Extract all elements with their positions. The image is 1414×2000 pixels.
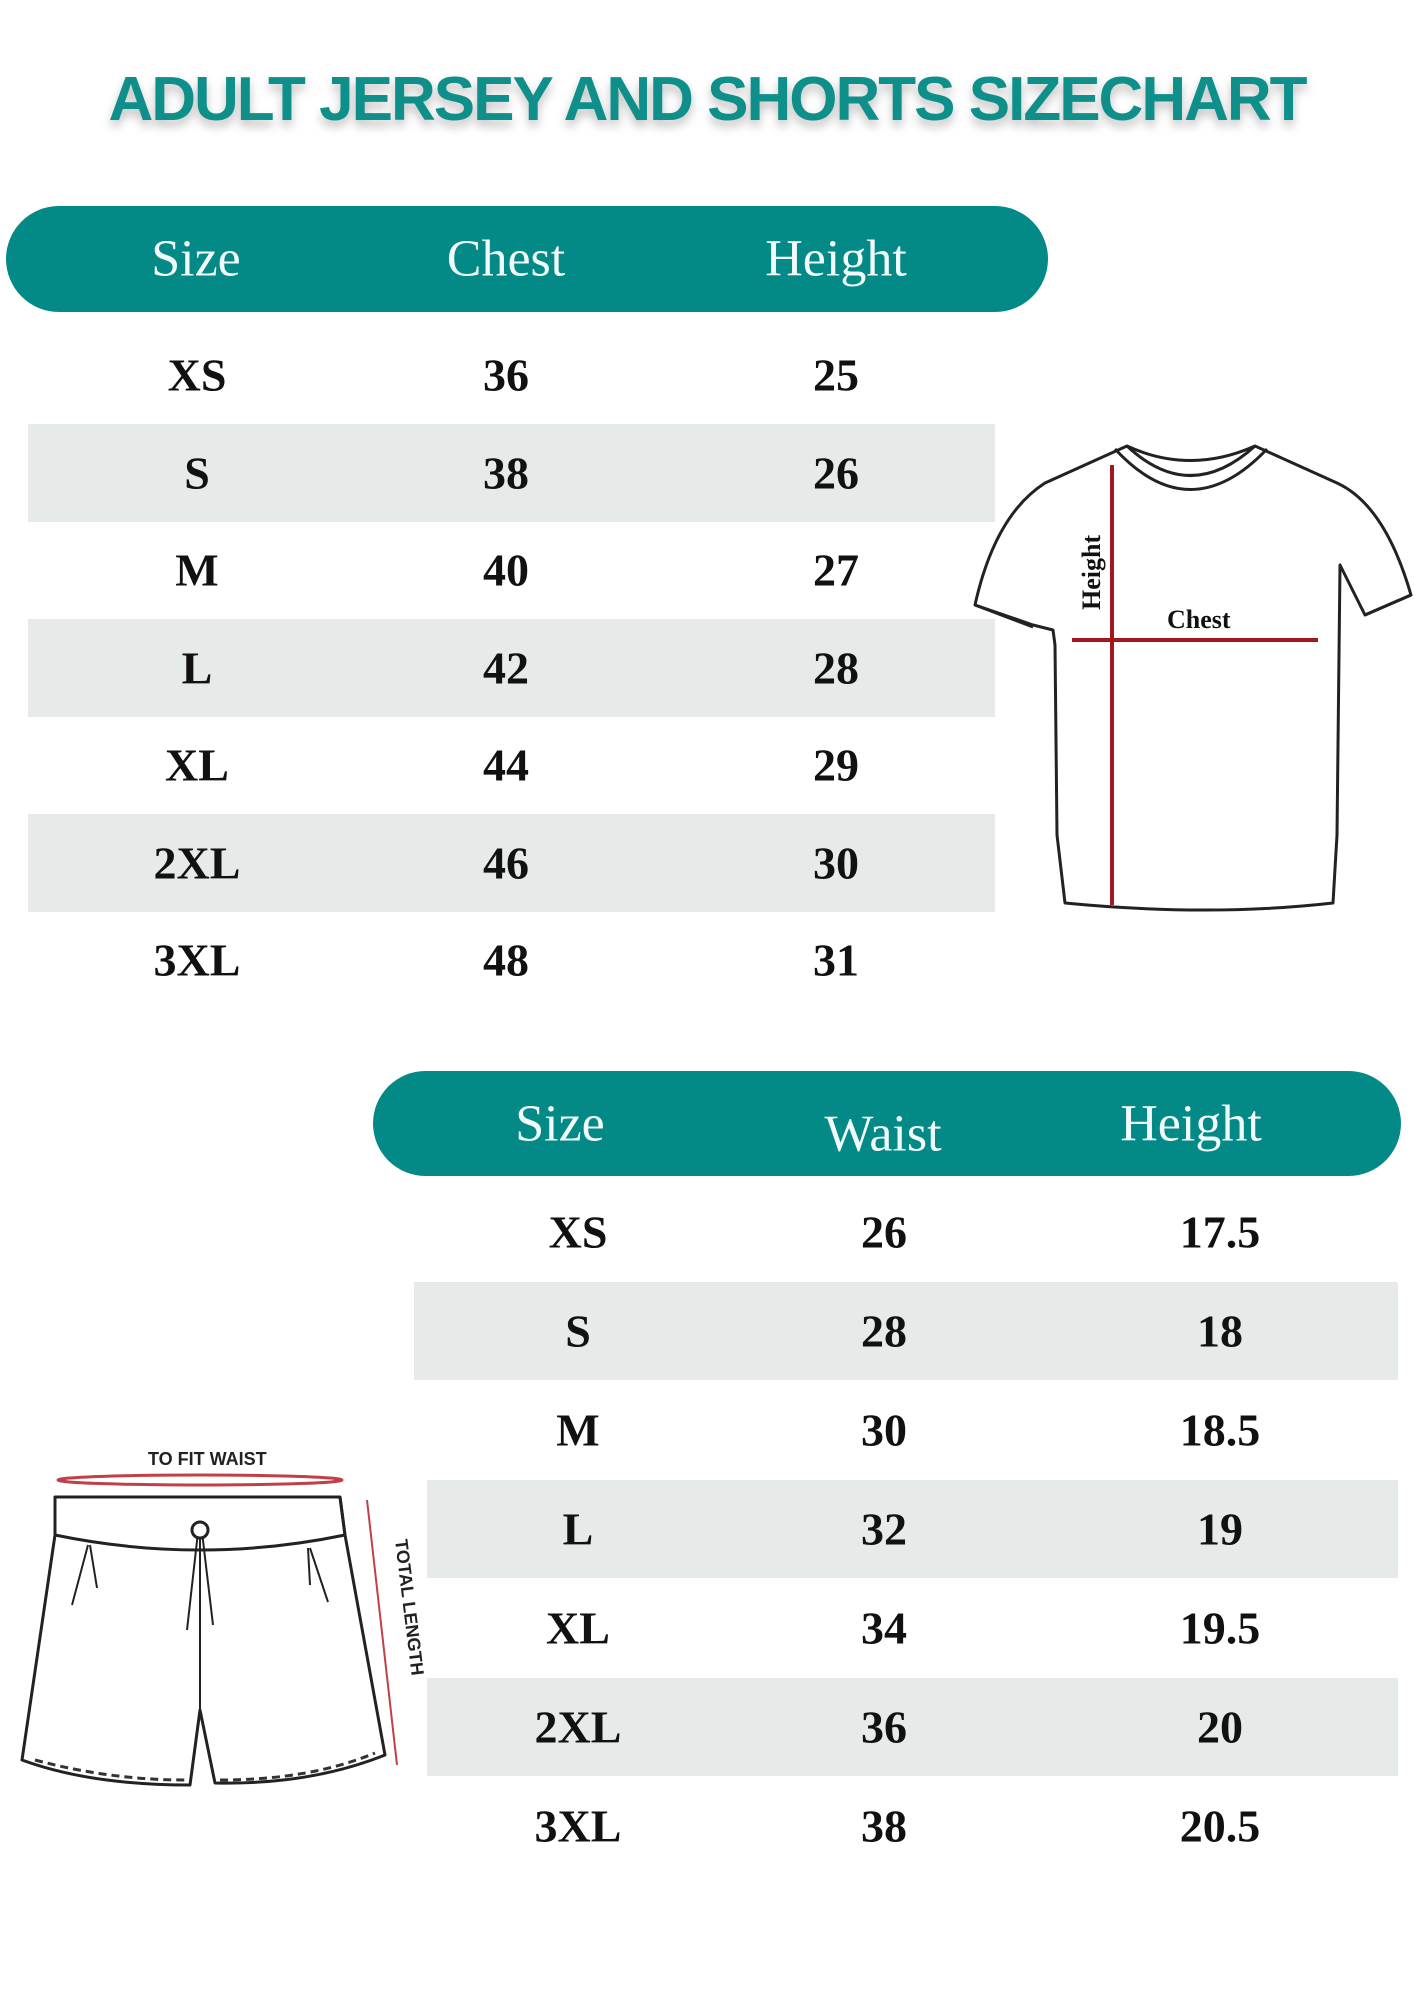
header-chest: Chest (446, 230, 566, 288)
table-row: L 42 28 (28, 618, 995, 717)
cell-height: 25 (813, 349, 859, 401)
cell-measure: 38 (861, 1800, 907, 1852)
cell-measure: 38 (483, 447, 529, 498)
cell-measure: 44 (483, 739, 529, 791)
chest-label: Chest (1167, 605, 1231, 634)
cell-measure: 36 (861, 1701, 907, 1753)
jersey-table-header: Size Chest Height (6, 206, 1048, 312)
cell-size: S (565, 1305, 591, 1357)
table-row: XL 44 29 (28, 716, 995, 814)
table-row: XS 36 25 (28, 326, 995, 424)
cell-measure: 30 (861, 1404, 907, 1456)
cell-size: 3XL (153, 934, 241, 986)
header-height: Height (1120, 1095, 1262, 1152)
length-label: TOTAL LENGTH (391, 1538, 428, 1676)
cell-size: L (181, 642, 213, 693)
cell-height: 31 (813, 934, 859, 986)
cell-height: 19.5 (1179, 1602, 1261, 1654)
table-row: 2XL 46 30 (28, 813, 995, 912)
header-size: Size (151, 230, 241, 288)
cell-size: S (184, 447, 210, 498)
cell-size: XL (165, 739, 229, 791)
cell-size: L (562, 1503, 594, 1555)
shorts-table-header: Size Waist Height (373, 1071, 1401, 1176)
cell-size: M (175, 544, 219, 596)
shorts-icon: TO FIT WAIST TOTAL LENGTH (20, 1449, 428, 1787)
table-row: 3XL 48 31 (28, 911, 995, 1009)
cell-measure: 28 (861, 1305, 907, 1357)
header-size: Size (515, 1095, 605, 1152)
table-row: S 28 18 (414, 1282, 1398, 1380)
cell-height: 30 (813, 837, 859, 888)
table-row: 2XL 36 20 (427, 1678, 1398, 1776)
table-row: L 32 19 (427, 1480, 1398, 1578)
table-row: M 30 18.5 (427, 1381, 1398, 1479)
cell-height: 20 (1197, 1701, 1243, 1753)
cell-height: 26 (813, 447, 859, 498)
cell-size: XS (167, 349, 227, 401)
cell-measure: 42 (483, 642, 529, 693)
cell-size: M (556, 1404, 600, 1456)
cell-height: 27 (813, 544, 859, 596)
table-row: XS 26 17.5 (414, 1183, 1398, 1281)
cell-measure: 32 (861, 1503, 907, 1555)
cell-size: 2XL (153, 837, 241, 888)
table-row: M 40 27 (28, 521, 995, 619)
header-height: Height (765, 230, 907, 288)
cell-measure: 36 (483, 349, 529, 401)
cell-measure: 48 (483, 934, 529, 986)
cell-measure: 26 (861, 1206, 907, 1258)
cell-size: XS (548, 1206, 608, 1258)
cell-measure: 46 (483, 837, 529, 888)
table-row: XL 34 19.5 (427, 1579, 1398, 1677)
waist-label: TO FIT WAIST (148, 1449, 267, 1469)
cell-height: 18.5 (1179, 1404, 1261, 1456)
cell-measure: 40 (483, 544, 529, 596)
cell-height: 29 (813, 739, 859, 791)
header-waist: Waist (824, 1105, 942, 1163)
table-row: 3XL 38 20.5 (427, 1777, 1398, 1875)
page-title: ADULT JERSEY AND SHORTS SIZECHART (108, 65, 1307, 134)
cell-size: 3XL (534, 1800, 622, 1852)
cell-measure: 34 (861, 1602, 907, 1654)
table-row: S 38 26 (28, 423, 995, 522)
cell-height: 28 (813, 642, 859, 693)
t-shirt-icon: Height Chest (973, 444, 1413, 912)
cell-size: XL (546, 1602, 610, 1654)
cell-height: 18 (1197, 1305, 1243, 1357)
cell-height: 17.5 (1179, 1206, 1261, 1258)
cell-size: 2XL (534, 1701, 622, 1753)
height-label: Height (1077, 535, 1106, 610)
cell-height: 20.5 (1179, 1800, 1261, 1852)
cell-height: 19 (1197, 1503, 1243, 1555)
